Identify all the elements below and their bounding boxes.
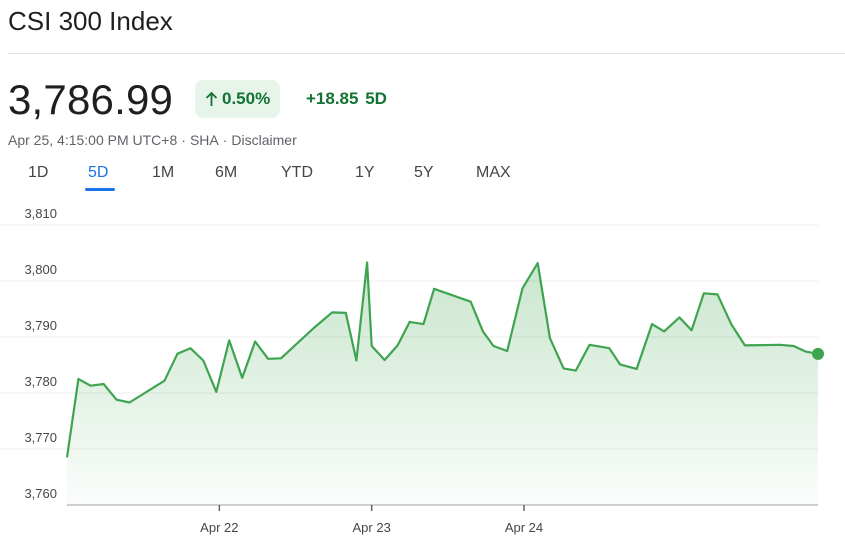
y-tick-label: 3,800 [24, 262, 57, 277]
percent-change-value: 0.50% [222, 89, 271, 108]
arrow-up-icon [205, 91, 218, 106]
tab-5d[interactable]: 5D [88, 164, 109, 181]
y-tick-label: 3,780 [24, 374, 57, 389]
meta-separator: · [222, 132, 228, 148]
tab-ytd[interactable]: YTD [281, 164, 313, 181]
x-axis: Apr 22 Apr 23 Apr 24 [200, 505, 543, 535]
quote-timestamp: Apr 25, 4:15:00 PM UTC+8 [8, 132, 178, 148]
tab-5y[interactable]: 5Y [414, 164, 434, 181]
absolute-change: +18.85 5D [306, 89, 389, 109]
x-tick-label: Apr 24 [505, 520, 543, 535]
tab-6m[interactable]: 6M [215, 164, 238, 181]
current-price: 3,786.99 [8, 76, 174, 123]
x-tick-label: Apr 23 [353, 520, 391, 535]
x-tick-label: Apr 22 [200, 520, 238, 535]
meta-separator: · [181, 132, 186, 148]
chart-series [65, 261, 824, 505]
last-price-marker [812, 347, 824, 360]
active-tab-indicator [85, 188, 115, 191]
y-tick-label: 3,790 [24, 318, 57, 333]
page-title: CSI 300 Index [8, 6, 173, 36]
absolute-change-value: +18.85 [306, 89, 359, 108]
tab-1d[interactable]: 1D [28, 164, 49, 181]
header-divider [8, 53, 845, 54]
tab-1y[interactable]: 1Y [355, 164, 375, 181]
y-axis: 3,810 3,800 3,790 3,780 3,770 3,760 [24, 206, 57, 501]
tab-max[interactable]: MAX [476, 164, 511, 181]
exchange-label: SHA [189, 132, 219, 148]
quote-meta: Apr 25, 4:15:00 PM UTC+8 · SHA · Disclaimer [8, 132, 297, 148]
price-line [65, 261, 819, 458]
price-area-fill [67, 262, 818, 505]
y-tick-label: 3,810 [24, 206, 57, 221]
disclaimer-link[interactable]: Disclaimer [231, 132, 297, 148]
percent-change-badge: 0.50% [195, 80, 281, 118]
y-tick-label: 3,760 [24, 486, 57, 501]
tab-1m[interactable]: 1M [152, 164, 175, 181]
y-tick-label: 3,770 [24, 430, 57, 445]
change-period: 5D [365, 89, 387, 108]
